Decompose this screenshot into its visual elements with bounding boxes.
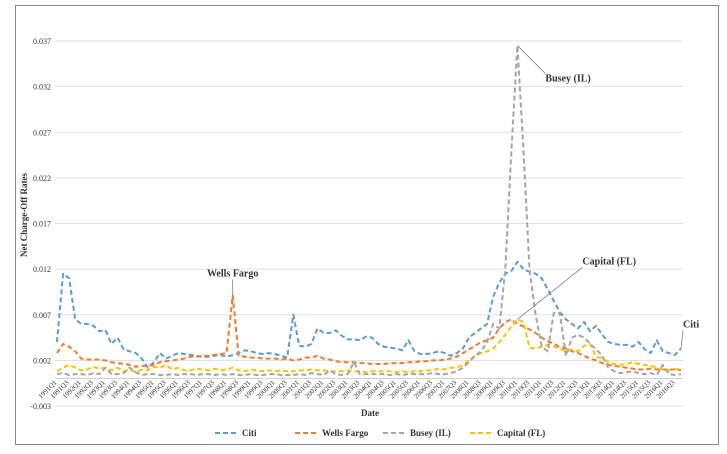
legend: Citi Wells Fargo Busey (IL) Capital (FL) bbox=[215, 428, 545, 438]
y-tick-label: 0.037 bbox=[33, 37, 51, 46]
annotation-leader bbox=[680, 330, 684, 349]
y-tick-label: -0.003 bbox=[30, 402, 51, 411]
y-tick-label: 0.017 bbox=[33, 220, 51, 229]
y-tick-label: 0.032 bbox=[33, 83, 51, 92]
gridlines bbox=[55, 40, 683, 407]
annotation-label: Busey (IL) bbox=[545, 74, 590, 85]
annotation-label: Citi bbox=[683, 320, 699, 331]
annotations: Busey (IL) Wells Fargo Capital (FL) Citi bbox=[207, 45, 699, 349]
y-tick-label: 0.007 bbox=[33, 311, 51, 320]
series-lines bbox=[56, 44, 682, 376]
y-tick-label: 0.022 bbox=[33, 174, 51, 183]
series-line-busey-il bbox=[56, 44, 682, 376]
annotation-label: Capital (FL) bbox=[582, 256, 636, 267]
y-tick-label: 0.012 bbox=[33, 265, 51, 274]
annotation-leader bbox=[517, 45, 546, 74]
legend-label: Capital (FL) bbox=[497, 428, 545, 438]
legend-label: Citi bbox=[242, 428, 257, 438]
series-line-capital-fl bbox=[56, 318, 682, 374]
series-line-citi bbox=[56, 260, 682, 369]
annotation-label: Wells Fargo bbox=[207, 269, 258, 280]
x-axis-ticks: 1991Q11991Q31992Q11992Q31993Q11993Q31994… bbox=[37, 378, 677, 400]
y-axis-ticks: -0.003 0.002 0.007 0.012 0.017 0.022 0.027 0.03… bbox=[30, 37, 51, 411]
annotation-leader bbox=[517, 267, 583, 320]
series-line-wells-fargo bbox=[56, 294, 682, 372]
y-tick-label: 0.027 bbox=[33, 128, 51, 137]
y-tick-label: 0.002 bbox=[33, 356, 51, 365]
legend-label: Busey (IL) bbox=[410, 428, 451, 438]
legend-label: Wells Fargo bbox=[322, 428, 369, 438]
y-axis-title: Net Charge-Off Rates bbox=[19, 173, 29, 257]
x-axis-title: Date bbox=[361, 408, 379, 418]
